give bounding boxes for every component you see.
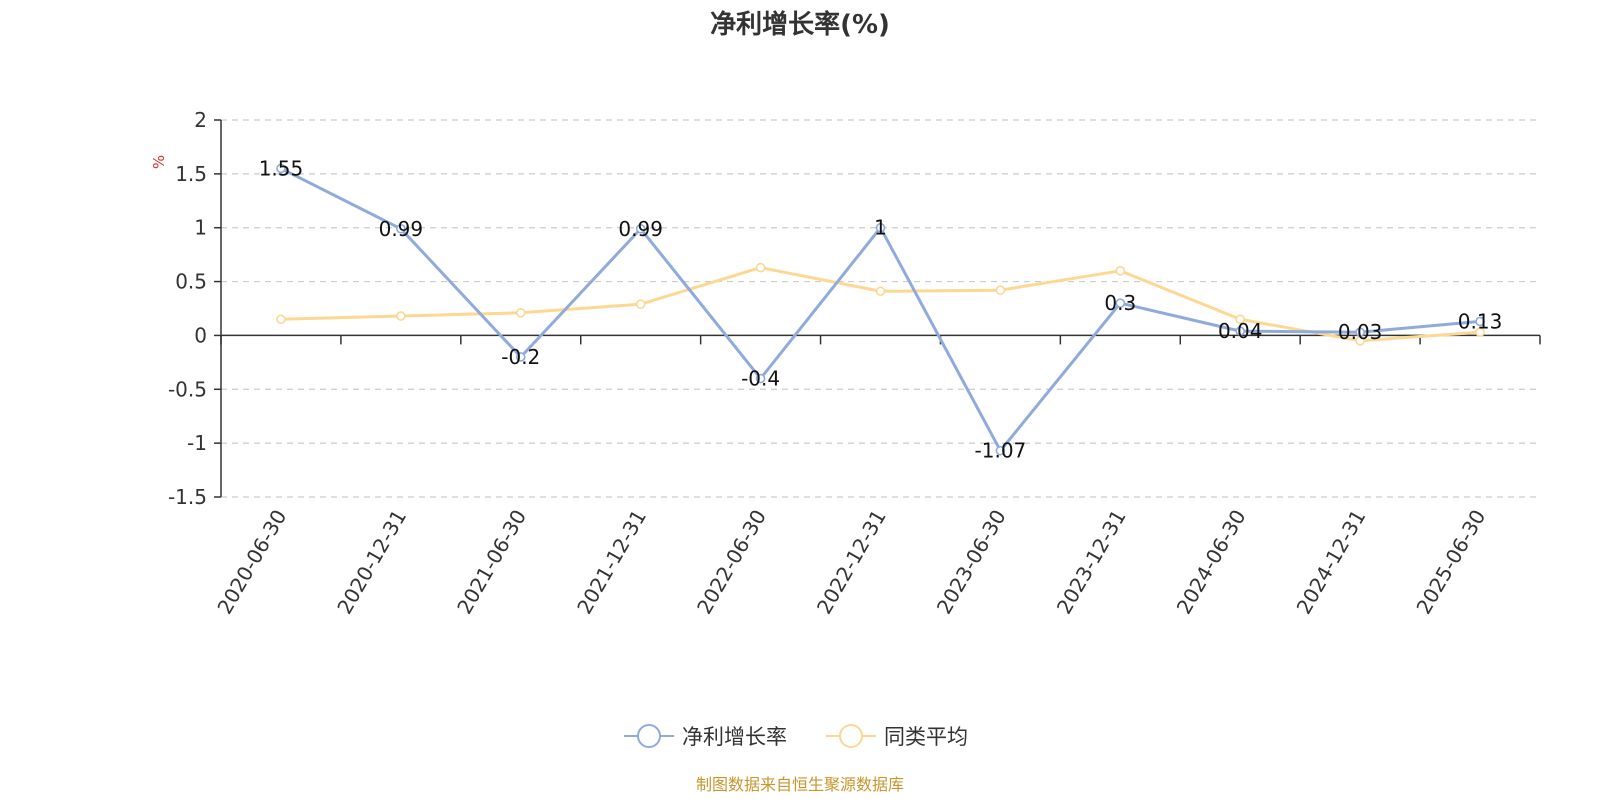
data-point[interactable]: [1115, 298, 1126, 308]
legend-item[interactable]: 净利增长率: [624, 724, 787, 749]
data-label: 0.04: [1218, 319, 1263, 343]
source-note: 制图数据来自恒生聚源数据库: [696, 775, 904, 794]
data-point[interactable]: [875, 286, 886, 297]
data-point[interactable]: [635, 223, 646, 234]
data-label: 1.55: [259, 156, 304, 180]
data-point[interactable]: [1355, 327, 1365, 337]
y-tick-label: 0.5: [175, 270, 207, 294]
data-point[interactable]: [1115, 265, 1126, 276]
x-tick-label: 2024-06-30: [1172, 506, 1251, 619]
y-tick-label: 1: [194, 216, 207, 240]
data-point[interactable]: [276, 314, 286, 325]
x-tick-label: 2023-12-31: [1052, 506, 1131, 619]
x-tick-label: 2025-06-30: [1411, 506, 1490, 619]
data-point[interactable]: [1475, 316, 1485, 327]
data-label: 0.99: [379, 217, 424, 241]
series-line: [280, 266, 1481, 343]
data-label: 0.99: [618, 217, 663, 241]
data-point[interactable]: [995, 285, 1006, 295]
legend-item[interactable]: 同类平均: [826, 724, 968, 749]
x-tick-label: 2021-06-30: [452, 506, 531, 619]
chart-title: 净利增长率(%): [710, 9, 890, 40]
legend-label: 净利增长率: [682, 725, 787, 749]
legend[interactable]: 净利增长率 同类平均: [624, 724, 968, 749]
series-line: [280, 167, 1481, 453]
data-point[interactable]: [515, 308, 526, 318]
x-tick-label: 2020-12-31: [332, 506, 411, 619]
data-point[interactable]: [396, 223, 406, 234]
data-point[interactable]: [1235, 326, 1246, 336]
data-label: 0.03: [1338, 320, 1383, 344]
y-tick-label: 1.5: [175, 162, 207, 186]
data-label: 1: [874, 216, 887, 240]
legend-marker-icon: [839, 724, 863, 748]
data-point[interactable]: [396, 311, 406, 321]
data-point[interactable]: [635, 299, 646, 309]
data-labels: 1.55 0.99 -0.2 0.99 -0.4 1 -1.07 0.3 0.04 0.03 0.1…: [259, 156, 1503, 462]
y-tick-label: -1: [187, 431, 207, 455]
series-lines: [276, 163, 1485, 456]
data-point[interactable]: [755, 373, 766, 384]
x-tick-label: 2024-12-31: [1292, 506, 1371, 619]
legend-marker-icon: [637, 724, 661, 748]
data-point[interactable]: [515, 352, 526, 362]
x-tick-label: 2022-06-30: [692, 506, 771, 619]
y-tick-label: -1.5: [168, 485, 207, 509]
y-tick-label: -0.5: [168, 377, 207, 401]
data-label: -0.4: [741, 367, 780, 391]
x-tick-label: 2021-12-31: [572, 506, 651, 619]
data-point[interactable]: [995, 445, 1006, 456]
x-tick-label: 2023-06-30: [932, 506, 1011, 619]
y-tick-label: 0: [194, 323, 207, 347]
data-point[interactable]: [276, 163, 286, 174]
data-point[interactable]: [1235, 314, 1246, 325]
data-point[interactable]: [875, 222, 886, 233]
data-point[interactable]: [1475, 327, 1485, 337]
legend-label: 同类平均: [884, 725, 968, 749]
data-label: 0.3: [1104, 291, 1136, 315]
grid-lines: [221, 119, 1540, 498]
data-point[interactable]: [755, 262, 766, 273]
x-tick-label: 2020-06-30: [212, 506, 291, 619]
y-axis-unit-label: %: [150, 155, 168, 169]
data-label: -1.07: [975, 439, 1027, 463]
x-tick-label: 2022-12-31: [812, 506, 891, 619]
data-label: 0.13: [1458, 309, 1503, 333]
data-label: -0.2: [501, 345, 540, 369]
y-tick-label: 2: [194, 108, 207, 132]
